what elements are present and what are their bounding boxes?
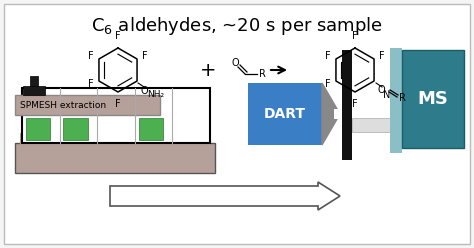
Bar	[23, 86, 45, 95]
Bar	[334, 109, 342, 119]
Text: F: F	[88, 79, 94, 89]
Bar	[64, 118, 88, 140]
Bar	[15, 95, 160, 115]
Text: F: F	[352, 99, 358, 109]
Bar	[138, 118, 163, 140]
Text: F: F	[379, 51, 385, 61]
Text: R: R	[399, 93, 406, 103]
Bar	[248, 83, 322, 145]
Text: F: F	[88, 51, 94, 61]
Text: MS: MS	[418, 90, 448, 108]
Bar	[402, 50, 464, 148]
Text: SPMESH extraction: SPMESH extraction	[20, 100, 106, 110]
Bar	[22, 88, 210, 143]
Text: F: F	[325, 51, 331, 61]
Polygon shape	[322, 83, 340, 145]
Bar	[15, 143, 215, 173]
Bar	[30, 76, 38, 86]
Text: O: O	[231, 58, 239, 68]
Text: F: F	[142, 51, 148, 61]
Bar	[342, 50, 352, 160]
Text: O: O	[377, 85, 385, 95]
Bar	[390, 48, 402, 153]
Text: N: N	[383, 90, 391, 100]
FancyArrow shape	[110, 182, 340, 210]
Text: C$_6$ aldehydes, ~20 s per sample: C$_6$ aldehydes, ~20 s per sample	[91, 15, 383, 37]
Text: F: F	[115, 99, 121, 109]
Text: F: F	[115, 31, 121, 41]
Bar	[352, 118, 390, 132]
Text: F: F	[325, 79, 331, 89]
Text: O: O	[140, 86, 148, 96]
Text: NH₂: NH₂	[147, 90, 164, 99]
Text: +: +	[200, 61, 216, 80]
Text: DART: DART	[264, 107, 306, 121]
Text: F: F	[352, 31, 358, 41]
Text: R: R	[259, 69, 266, 79]
Bar	[20, 133, 210, 145]
Bar	[26, 118, 50, 140]
